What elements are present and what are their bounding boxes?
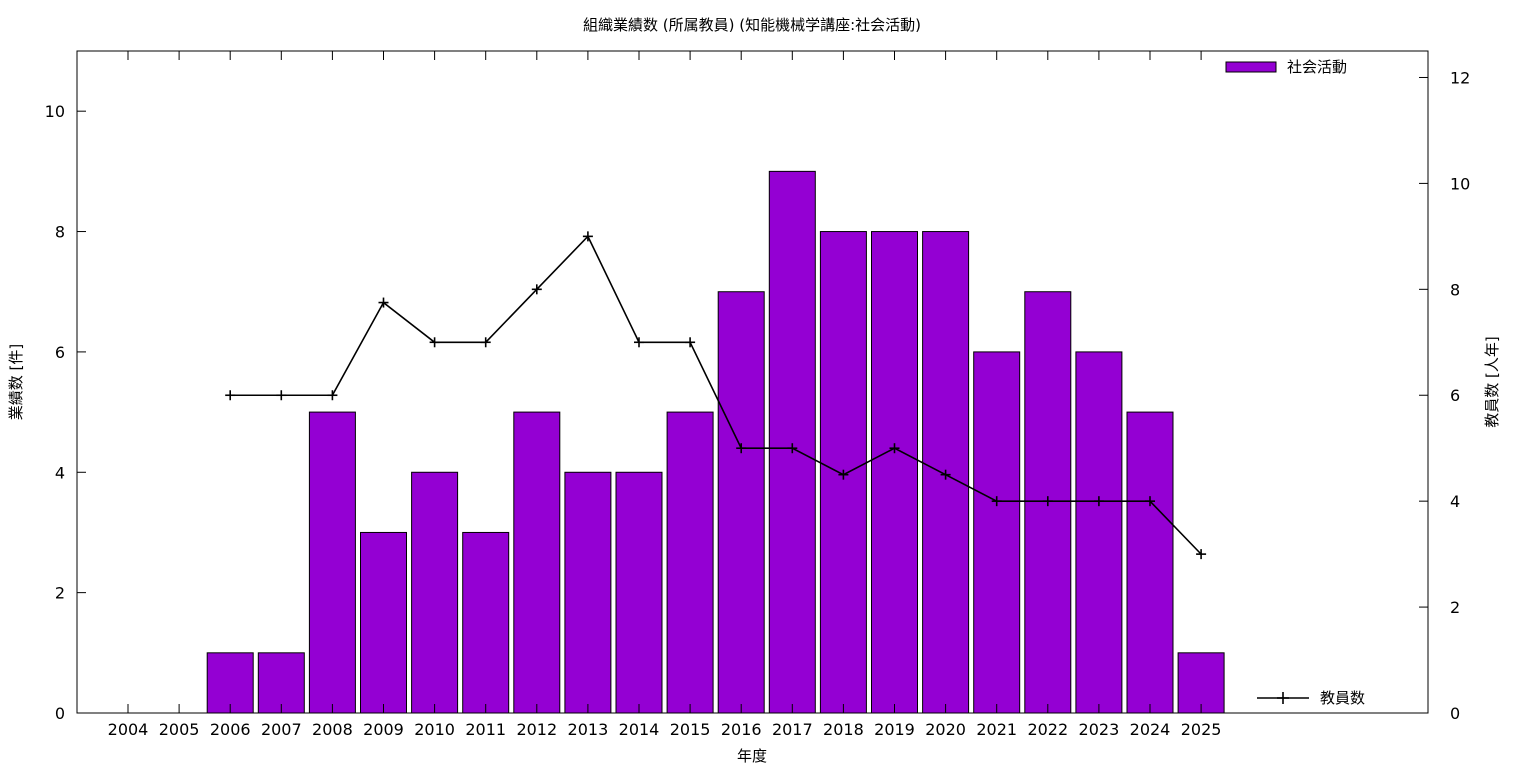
bar-2007 bbox=[257, 652, 305, 714]
bar-2013 bbox=[564, 471, 612, 714]
x-tick-label-2020: 2020 bbox=[925, 720, 966, 739]
legend-line-label: 教員数 bbox=[1320, 689, 1365, 707]
x-tick-label-2025: 2025 bbox=[1181, 720, 1222, 739]
y2-tick-label-2: 2 bbox=[1450, 598, 1460, 617]
bar-2024 bbox=[1126, 411, 1174, 714]
point-2018 bbox=[838, 469, 849, 480]
point-2008 bbox=[327, 390, 338, 401]
line-layer bbox=[225, 231, 1207, 560]
point-2021 bbox=[991, 496, 1002, 507]
y-tick-label-8: 8 bbox=[55, 223, 65, 242]
x-tick-label-2010: 2010 bbox=[414, 720, 455, 739]
y-tick-label-4: 4 bbox=[55, 463, 65, 482]
x-tick-label-2023: 2023 bbox=[1079, 720, 1120, 739]
x-tick-label-2016: 2016 bbox=[721, 720, 762, 739]
bars-layer bbox=[206, 170, 1225, 714]
y-axis-label: 業績数 [件] bbox=[7, 344, 25, 420]
x-tick-label-2011: 2011 bbox=[465, 720, 506, 739]
x-tick-label-2007: 2007 bbox=[261, 720, 302, 739]
bar-2006 bbox=[206, 652, 254, 714]
y-tick-label-2: 2 bbox=[55, 584, 65, 603]
point-2010 bbox=[429, 337, 440, 348]
y-tick-label-6: 6 bbox=[55, 343, 65, 362]
point-2025 bbox=[1196, 549, 1207, 560]
bar-2010 bbox=[411, 471, 459, 714]
point-2012 bbox=[531, 284, 542, 295]
x-axis-label: 年度 bbox=[737, 747, 767, 765]
x-tick-label-2013: 2013 bbox=[568, 720, 609, 739]
point-2009 bbox=[378, 297, 389, 308]
bar-2016 bbox=[717, 291, 765, 714]
y2-axis-label: 教員数 [人年] bbox=[1483, 336, 1501, 427]
bar-2019 bbox=[871, 231, 918, 714]
point-2020 bbox=[940, 469, 951, 480]
y2-tick-label-6: 6 bbox=[1450, 386, 1460, 405]
bar-2023 bbox=[1075, 351, 1123, 714]
point-2013 bbox=[582, 231, 593, 242]
bar-2025 bbox=[1177, 652, 1225, 714]
legend-line-marker bbox=[1277, 692, 1289, 704]
point-2014 bbox=[634, 337, 644, 348]
bar-2012 bbox=[513, 411, 561, 714]
y-tick-label-0: 0 bbox=[55, 704, 65, 723]
bar-2009 bbox=[360, 531, 407, 714]
x-tick-label-2006: 2006 bbox=[210, 720, 251, 739]
x-tick-label-2009: 2009 bbox=[363, 720, 404, 739]
point-2019 bbox=[889, 443, 900, 454]
x-tick-label-2017: 2017 bbox=[772, 720, 813, 739]
point-2022 bbox=[1042, 496, 1053, 507]
x-tick-label-2024: 2024 bbox=[1130, 720, 1171, 739]
point-2006 bbox=[225, 390, 236, 401]
x-tick-label-2022: 2022 bbox=[1027, 720, 1068, 739]
x-tick-label-2021: 2021 bbox=[976, 720, 1017, 739]
x-tick-label-2018: 2018 bbox=[823, 720, 864, 739]
x-tick-label-2004: 2004 bbox=[108, 720, 149, 739]
point-2015 bbox=[685, 337, 696, 348]
plot-frame bbox=[76, 50, 1429, 714]
y-tick-label-10: 10 bbox=[45, 102, 65, 121]
point-2011 bbox=[480, 337, 491, 348]
bar-2008 bbox=[308, 411, 356, 714]
axes-layer: 0 2 4 6 8 10 0 2 4 6 8 10 12 2004 2005 2006 2007 2008 2009… bbox=[45, 50, 1470, 739]
point-2023 bbox=[1093, 496, 1104, 507]
y2-tick-label-10: 10 bbox=[1450, 174, 1470, 193]
legend-bar-swatch bbox=[1225, 61, 1277, 73]
point-2007 bbox=[276, 390, 287, 401]
point-2016 bbox=[736, 443, 747, 454]
legend: 社会活動 教員数 bbox=[1225, 58, 1365, 707]
point-2017 bbox=[787, 443, 798, 454]
x-tick-label-2019: 2019 bbox=[874, 720, 915, 739]
y2-tick-label-12: 12 bbox=[1450, 68, 1470, 87]
x-tick-label-2014: 2014 bbox=[619, 720, 660, 739]
y2-tick-label-4: 4 bbox=[1450, 492, 1460, 511]
bar-2021 bbox=[973, 351, 1021, 714]
x-tick-label-2015: 2015 bbox=[670, 720, 711, 739]
bar-2014 bbox=[615, 471, 663, 714]
bar-2015 bbox=[666, 411, 714, 714]
labels-layer: 組織業績数 (所属教員) (知能機械学講座:社会活動) 年度 業績数 [件] 教… bbox=[7, 16, 1501, 765]
point-2024 bbox=[1145, 496, 1155, 507]
legend-bar-label: 社会活動 bbox=[1287, 58, 1347, 76]
x-tick-label-2008: 2008 bbox=[312, 720, 353, 739]
y2-tick-label-0: 0 bbox=[1450, 704, 1460, 723]
x-tick-label-2005: 2005 bbox=[159, 720, 200, 739]
line-faculty-count bbox=[230, 234, 1202, 555]
y2-tick-label-8: 8 bbox=[1450, 280, 1460, 299]
chart-title: 組織業績数 (所属教員) (知能機械学講座:社会活動) bbox=[583, 16, 921, 34]
bar-2011 bbox=[462, 531, 510, 714]
bar-2017 bbox=[768, 170, 816, 714]
x-tick-label-2012: 2012 bbox=[516, 720, 557, 739]
